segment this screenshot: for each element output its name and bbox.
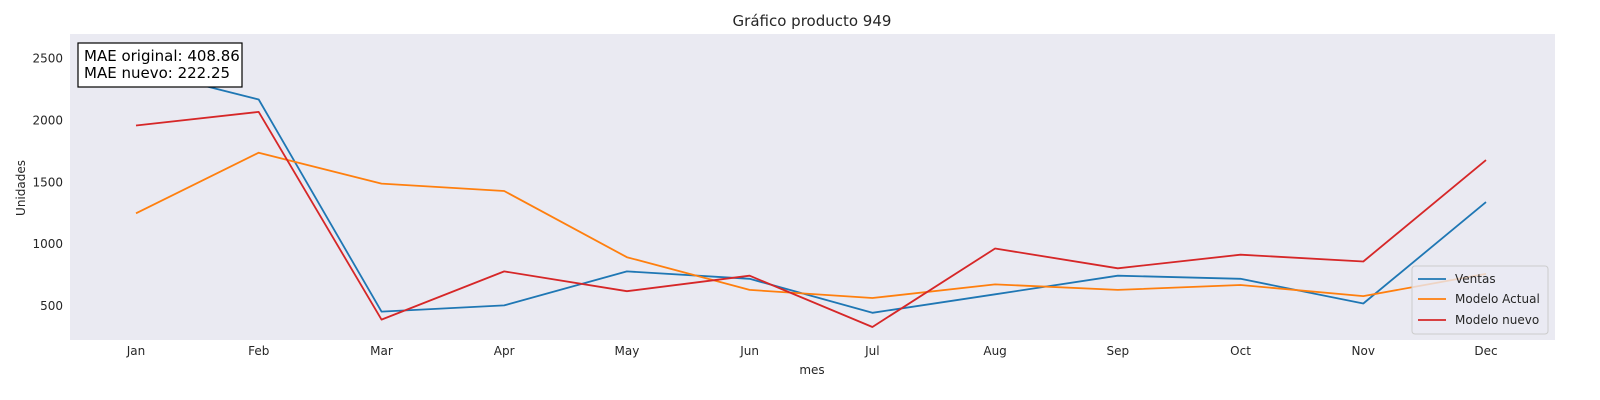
mae-annotation: MAE original: 408.86 MAE nuevo: 222.25 bbox=[77, 42, 243, 88]
x-axis-label: mes bbox=[799, 363, 824, 377]
legend-label-ventas: Ventas bbox=[1455, 272, 1496, 286]
x-tick-label: Oct bbox=[1230, 344, 1251, 358]
chart-title: Gráfico producto 949 bbox=[733, 12, 892, 30]
x-axis-ticks: Jan Feb Mar Apr May Jun Jul Aug Sep Oct Nov Dec bbox=[126, 344, 1498, 358]
series-layer bbox=[135, 67, 1487, 328]
x-tick-label: Dec bbox=[1474, 344, 1497, 358]
y-tick-label: 1500 bbox=[32, 175, 63, 189]
x-tick-label: Nov bbox=[1352, 344, 1375, 358]
y-tick-label: 500 bbox=[40, 299, 63, 313]
legend-label-modelo-actual: Modelo Actual bbox=[1455, 292, 1540, 306]
legend-box bbox=[1411, 265, 1549, 335]
series-line-ventas bbox=[135, 67, 1487, 314]
x-tick-label: Apr bbox=[494, 344, 515, 358]
annotation-line-1: MAE original: 408.86 bbox=[84, 47, 240, 65]
x-tick-label: Aug bbox=[983, 344, 1006, 358]
x-tick-label: Jul bbox=[864, 344, 879, 358]
x-tick-label: Mar bbox=[370, 344, 393, 358]
x-tick-label: Sep bbox=[1107, 344, 1130, 358]
y-tick-label: 1000 bbox=[32, 237, 63, 251]
x-tick-label: Jan bbox=[126, 344, 146, 358]
legend: Ventas Modelo Actual Modelo nuevo bbox=[1411, 265, 1549, 335]
legend-label-modelo-nuevo: Modelo nuevo bbox=[1455, 313, 1539, 327]
annotation-box bbox=[77, 42, 243, 88]
y-axis-ticks: 500 1000 1500 2000 2500 bbox=[32, 52, 63, 313]
series-line-modelo-actual bbox=[135, 151, 1487, 299]
y-axis-label: Unidades bbox=[14, 160, 28, 216]
annotation-line-2: MAE nuevo: 222.25 bbox=[84, 64, 230, 82]
x-tick-label: Feb bbox=[248, 344, 269, 358]
y-tick-label: 2000 bbox=[32, 114, 63, 128]
x-tick-label: May bbox=[615, 344, 640, 358]
series-line-modelo-nuevo bbox=[135, 111, 1487, 328]
x-tick-label: Jun bbox=[739, 344, 759, 358]
plot-area bbox=[70, 34, 1555, 340]
y-tick-label: 2500 bbox=[32, 52, 63, 66]
